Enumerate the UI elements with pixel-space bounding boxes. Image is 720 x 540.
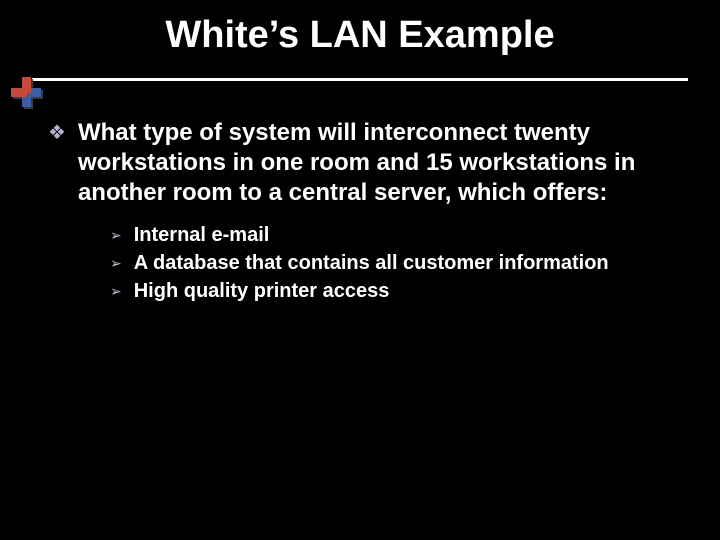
- slide: White’s LAN Example ❖ What type of syste…: [0, 0, 720, 540]
- bullet-level2-text: A database that contains all customer in…: [134, 250, 609, 276]
- bullet-level2-text: High quality printer access: [134, 278, 390, 304]
- accent-plus-icon: [10, 76, 44, 110]
- bullet-level2: ➢ A database that contains all customer …: [110, 250, 680, 276]
- title-underline: [32, 78, 688, 81]
- arrow-bullet-icon: ➢: [110, 250, 122, 276]
- bullet-level1: ❖ What type of system will interconnect …: [48, 118, 680, 208]
- slide-title: White’s LAN Example: [0, 14, 720, 57]
- diamond-bullet-icon: ❖: [48, 118, 66, 148]
- bullet-level2: ➢ High quality printer access: [110, 278, 680, 304]
- sublist: ➢ Internal e-mail ➢ A database that cont…: [110, 222, 680, 304]
- arrow-bullet-icon: ➢: [110, 278, 122, 304]
- slide-body: ❖ What type of system will interconnect …: [48, 118, 680, 306]
- bullet-level2-text: Internal e-mail: [134, 222, 270, 248]
- arrow-bullet-icon: ➢: [110, 222, 122, 248]
- bullet-level2: ➢ Internal e-mail: [110, 222, 680, 248]
- bullet-level1-text: What type of system will interconnect tw…: [78, 118, 680, 208]
